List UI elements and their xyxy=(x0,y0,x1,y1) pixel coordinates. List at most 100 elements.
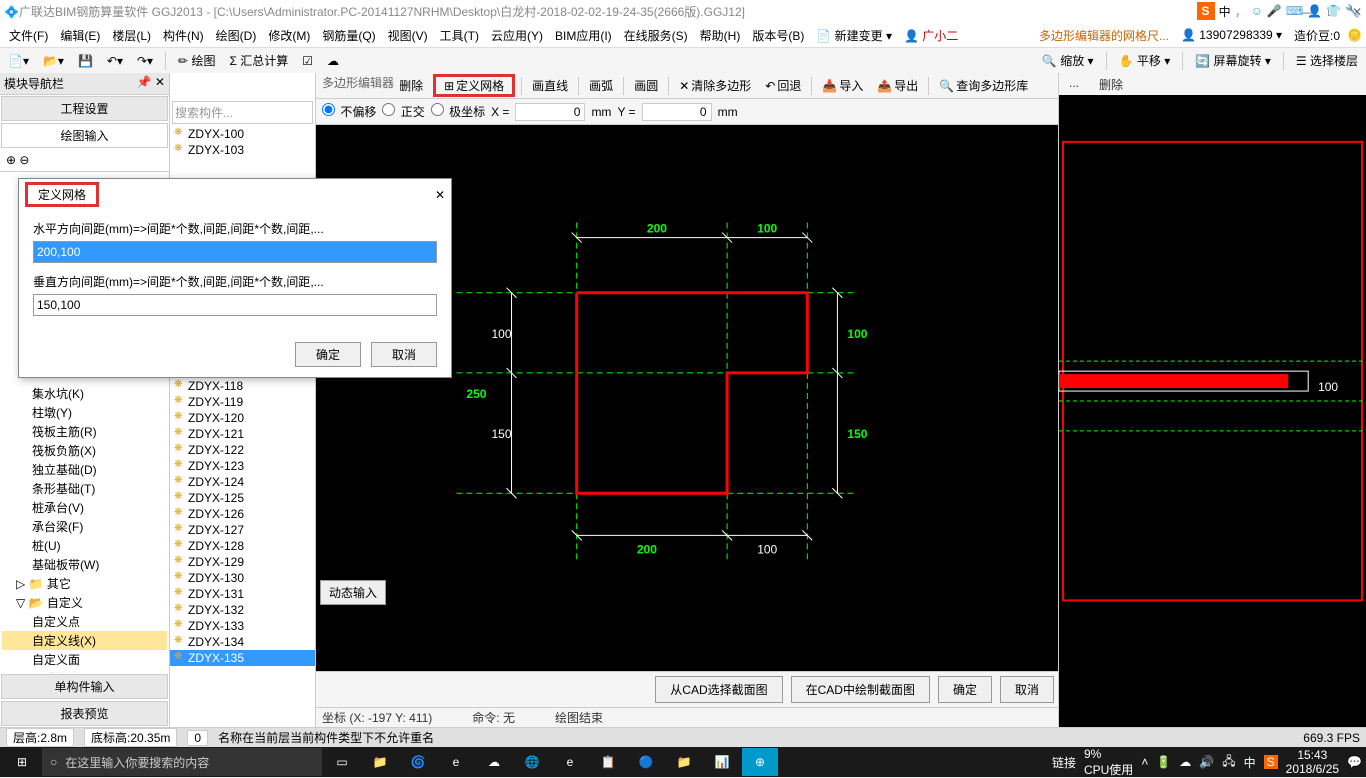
poly-define-grid-button[interactable]: ⊞ 定义网格 xyxy=(433,74,515,97)
menu-view[interactable]: 视图(V) xyxy=(383,25,433,46)
poly-import-button[interactable]: 📥 导入 xyxy=(818,75,867,96)
radio-ortho[interactable]: 正交 xyxy=(382,103,424,120)
menu-tools[interactable]: 工具(T) xyxy=(435,25,484,46)
taskbar-app[interactable]: 📋 xyxy=(590,748,626,776)
ok-button[interactable]: 确定 xyxy=(938,676,992,703)
right-tab-delete[interactable]: 删除 xyxy=(1089,73,1133,95)
menu-modify[interactable]: 修改(M) xyxy=(263,25,315,46)
taskbar-app-active[interactable]: ⊕ xyxy=(742,748,778,776)
tray-up-icon[interactable]: ˄ xyxy=(1141,755,1148,769)
tray-battery-icon[interactable]: 🔋 xyxy=(1156,755,1171,769)
list-item[interactable]: ZDYX-128 xyxy=(170,538,315,554)
list-item[interactable]: ZDYX-120 xyxy=(170,410,315,426)
list-item[interactable]: ZDYX-123 xyxy=(170,458,315,474)
collapse-icon[interactable]: ⊖ xyxy=(19,153,29,167)
pin-icon[interactable]: 📌 ✕ xyxy=(137,75,165,92)
menu-bim[interactable]: BIM应用(I) xyxy=(550,25,617,46)
cancel-button[interactable]: 取消 xyxy=(1000,676,1054,703)
new-file-button[interactable]: 📄▾ xyxy=(4,52,33,70)
task-view-button[interactable]: ▭ xyxy=(324,748,360,776)
v-spacing-input[interactable] xyxy=(33,294,437,316)
list-item[interactable]: ZDYX-133 xyxy=(170,618,315,634)
dialog-close-button[interactable]: ✕ xyxy=(435,188,445,202)
poly-circle-button[interactable]: 画圆 xyxy=(630,75,662,96)
taskbar-app[interactable]: 🌐 xyxy=(514,748,550,776)
tray-notifications-icon[interactable]: 💬 xyxy=(1347,755,1362,769)
taskbar-search[interactable]: ○ 在这里输入你要搜索的内容 xyxy=(42,748,322,776)
menu-help[interactable]: 帮助(H) xyxy=(695,25,746,46)
menu-edit[interactable]: 编辑(E) xyxy=(55,25,105,46)
tab-report[interactable]: 报表预览 xyxy=(1,701,168,726)
taskbar-app[interactable]: 🌀 xyxy=(400,748,436,776)
dialog-ok-button[interactable]: 确定 xyxy=(295,342,361,367)
tab-single-input[interactable]: 单构件输入 xyxy=(1,674,168,699)
menu-new-change[interactable]: 📄 新建变更 ▾ xyxy=(811,25,897,46)
expand-icon[interactable]: ⊕ xyxy=(6,153,16,167)
list-item[interactable]: ZDYX-118 xyxy=(170,378,315,394)
cloud-button[interactable]: ☁ xyxy=(323,52,343,70)
draw-cad-button[interactable]: 在CAD中绘制截面图 xyxy=(791,676,930,703)
dialog-cancel-button[interactable]: 取消 xyxy=(371,342,437,367)
poly-clear-button[interactable]: ✕ 清除多边形 xyxy=(675,75,755,96)
search-input[interactable]: 搜索构件... xyxy=(172,101,313,124)
taskbar-app[interactable]: ☁ xyxy=(476,748,512,776)
poly-undo-button[interactable]: ↶ 回退 xyxy=(761,75,805,96)
menu-account[interactable]: 👤 13907298339 ▾ xyxy=(1176,26,1287,44)
save-button[interactable]: 💾 xyxy=(74,52,97,70)
list-item[interactable]: ZDYX-121 xyxy=(170,426,315,442)
list-item[interactable]: ZDYX-130 xyxy=(170,570,315,586)
menu-version[interactable]: 版本号(B) xyxy=(747,25,809,46)
list-item-selected[interactable]: ZDYX-135 xyxy=(170,650,315,666)
menu-floor[interactable]: 楼层(L) xyxy=(107,25,156,46)
rotate-button[interactable]: 🔄 屏幕旋转 ▾ xyxy=(1191,50,1275,71)
taskbar-app[interactable]: 📁 xyxy=(362,748,398,776)
y-input[interactable] xyxy=(642,103,712,121)
taskbar-app[interactable]: 📊 xyxy=(704,748,740,776)
poly-line-button[interactable]: 画直线 xyxy=(528,75,572,96)
menu-draw[interactable]: 绘图(D) xyxy=(211,25,262,46)
tab-draw-input[interactable]: 绘图输入 xyxy=(1,123,168,148)
right-tab-1[interactable]: ... xyxy=(1059,73,1089,95)
menu-component[interactable]: 构件(N) xyxy=(158,25,209,46)
undo-button[interactable]: ↶▾ xyxy=(103,52,127,70)
poly-arc-button[interactable]: 画弧 xyxy=(585,75,617,96)
list-item[interactable]: ZDYX-124 xyxy=(170,474,315,490)
taskbar-app[interactable]: 📁 xyxy=(666,748,702,776)
tab-project-settings[interactable]: 工程设置 xyxy=(1,96,168,121)
from-cad-button[interactable]: 从CAD选择截面图 xyxy=(655,676,782,703)
tray-network-icon[interactable]: 🖧 xyxy=(1222,752,1235,773)
tray-onedrive-icon[interactable]: ☁ xyxy=(1179,755,1191,769)
list-item[interactable]: ZDYX-127 xyxy=(170,522,315,538)
taskbar-app[interactable]: e xyxy=(438,748,474,776)
sum-button[interactable]: Σ 汇总计算 xyxy=(225,50,292,71)
tray-clock[interactable]: 15:432018/6/25 xyxy=(1286,748,1339,776)
list-item[interactable]: ZDYX-126 xyxy=(170,506,315,522)
menu-rebar[interactable]: 钢筋量(Q) xyxy=(317,25,380,46)
poly-query-button[interactable]: 🔍 查询多边形库 xyxy=(935,75,1032,96)
radio-polar[interactable]: 极坐标 xyxy=(431,103,485,120)
zoom-button[interactable]: 🔍 缩放 ▾ xyxy=(1038,50,1098,71)
redo-button[interactable]: ↷▾ xyxy=(133,52,157,70)
select-floor-button[interactable]: ☰ 选择楼层 xyxy=(1292,50,1362,71)
menu-file[interactable]: 文件(F) xyxy=(4,25,53,46)
h-spacing-input[interactable] xyxy=(33,241,437,263)
pan-button[interactable]: ✋ 平移 ▾ xyxy=(1115,50,1175,71)
x-input[interactable] xyxy=(515,103,585,121)
check-button[interactable]: ☑ xyxy=(298,52,317,70)
taskbar-app[interactable]: 🔵 xyxy=(628,748,664,776)
list-item[interactable]: ZDYX-129 xyxy=(170,554,315,570)
menu-user[interactable]: 👤 广小二 xyxy=(899,25,963,46)
list-item[interactable]: ZDYX-125 xyxy=(170,490,315,506)
tray-sogou-icon[interactable]: S xyxy=(1264,755,1278,769)
list-item[interactable]: ZDYX-119 xyxy=(170,394,315,410)
list-item[interactable]: ZDYX-100 xyxy=(170,126,315,142)
open-file-button[interactable]: 📂▾ xyxy=(39,52,68,70)
radio-no-offset[interactable]: 不偏移 xyxy=(322,103,376,120)
list-item[interactable]: ZDYX-103 xyxy=(170,142,315,158)
tray-volume-icon[interactable]: 🔊 xyxy=(1199,755,1214,769)
start-button[interactable]: ⊞ xyxy=(4,748,40,776)
list-item[interactable]: ZDYX-131 xyxy=(170,586,315,602)
taskbar-app[interactable]: e xyxy=(552,748,588,776)
list-item[interactable]: ZDYX-132 xyxy=(170,602,315,618)
draw-button[interactable]: ✏ 绘图 xyxy=(174,50,219,71)
